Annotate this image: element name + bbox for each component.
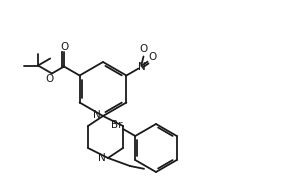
Text: Br: Br	[111, 120, 123, 130]
Text: O: O	[60, 41, 68, 52]
Text: O: O	[46, 74, 54, 84]
Text: N: N	[93, 110, 101, 120]
Text: N: N	[98, 153, 106, 163]
Text: O: O	[139, 45, 148, 54]
Text: N: N	[138, 62, 146, 72]
Text: O: O	[148, 52, 157, 62]
